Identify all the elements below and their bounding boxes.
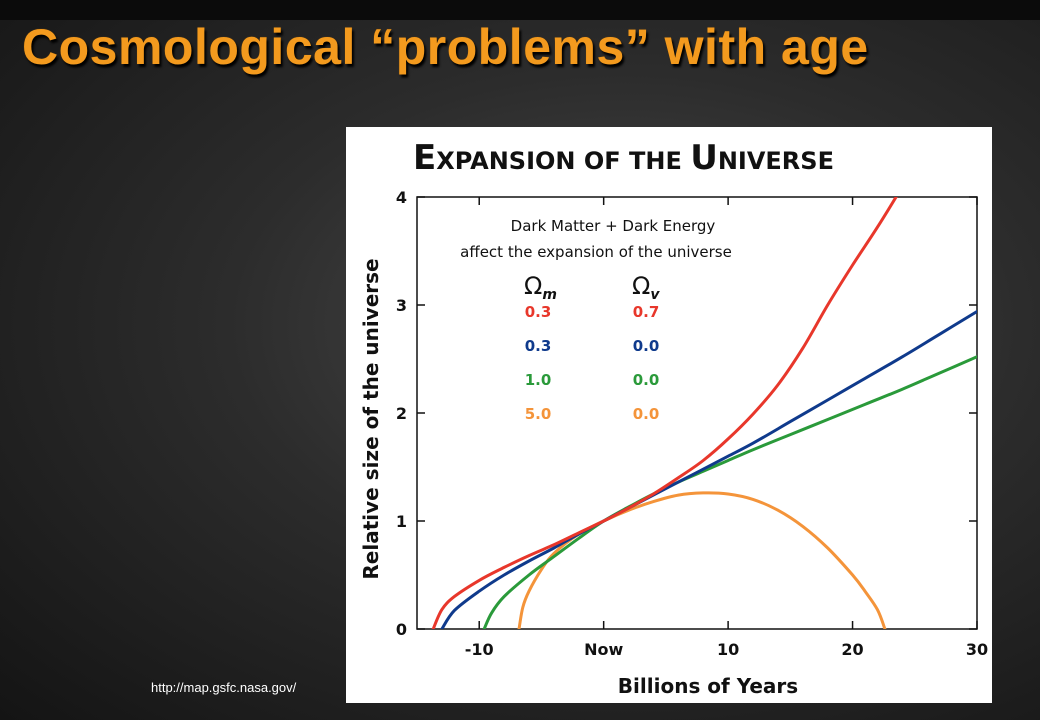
- series-line-5-0: [517, 491, 887, 629]
- y-tick-label: 2: [396, 404, 407, 423]
- legend-omega-m-value: 5.0: [525, 405, 552, 423]
- source-url: http://map.gsfc.nasa.gov/: [151, 680, 297, 695]
- legend-omega-v-value: 0.0: [633, 405, 660, 423]
- y-tick-label: 3: [396, 296, 407, 315]
- legend-header-omega-v: Ωv: [632, 272, 660, 303]
- x-tick-label: 10: [717, 640, 739, 659]
- x-tick-label: 30: [966, 640, 988, 659]
- y-tick-label: 0: [396, 620, 407, 639]
- plot-area: 0 1 2 3 4 -10 Now 10 20 30: [396, 188, 988, 659]
- legend-omega-v-value: 0.0: [633, 337, 660, 355]
- slide-title: Cosmological “problems” with age: [22, 19, 869, 75]
- x-tick-label: Now: [584, 640, 623, 659]
- x-tick-label: -10: [465, 640, 494, 659]
- y-tick-label: 4: [396, 188, 407, 207]
- series-line-0.3-0: [440, 310, 977, 629]
- y-tick-label: 1: [396, 512, 407, 531]
- series-line-0.3-0.7: [431, 197, 898, 629]
- legend-omega-v-value: 0.7: [633, 303, 660, 321]
- top-bar: [0, 0, 1040, 20]
- legend-omega-v-value: 0.0: [633, 371, 660, 389]
- y-axis-label: Relative size of the universe: [359, 258, 383, 579]
- legend: Ωm Ωv 0.3 0.7 0.3 0.0 1.0 0.0 5.0 0.0: [524, 272, 660, 423]
- chart-title: EXPANSION OF THE UNIVERSE: [413, 138, 834, 178]
- plot-frame: [416, 196, 978, 630]
- chart-figure: EXPANSION OF THE UNIVERSE 0 1 2 3 4 -10 Now 10 2…: [346, 127, 992, 703]
- annotation-line-1: Dark Matter + Dark Energy: [511, 217, 716, 235]
- x-axis-label: Billions of Years: [618, 674, 798, 698]
- legend-header-omega-m: Ωm: [524, 272, 557, 303]
- annotation-line-2: affect the expansion of the universe: [460, 243, 732, 261]
- x-tick-label: 20: [841, 640, 863, 659]
- legend-omega-m-value: 0.3: [525, 337, 552, 355]
- legend-omega-m-value: 1.0: [525, 371, 552, 389]
- expansion-chart: EXPANSION OF THE UNIVERSE 0 1 2 3 4 -10 Now 10 2…: [359, 138, 988, 698]
- legend-omega-m-value: 0.3: [525, 303, 552, 321]
